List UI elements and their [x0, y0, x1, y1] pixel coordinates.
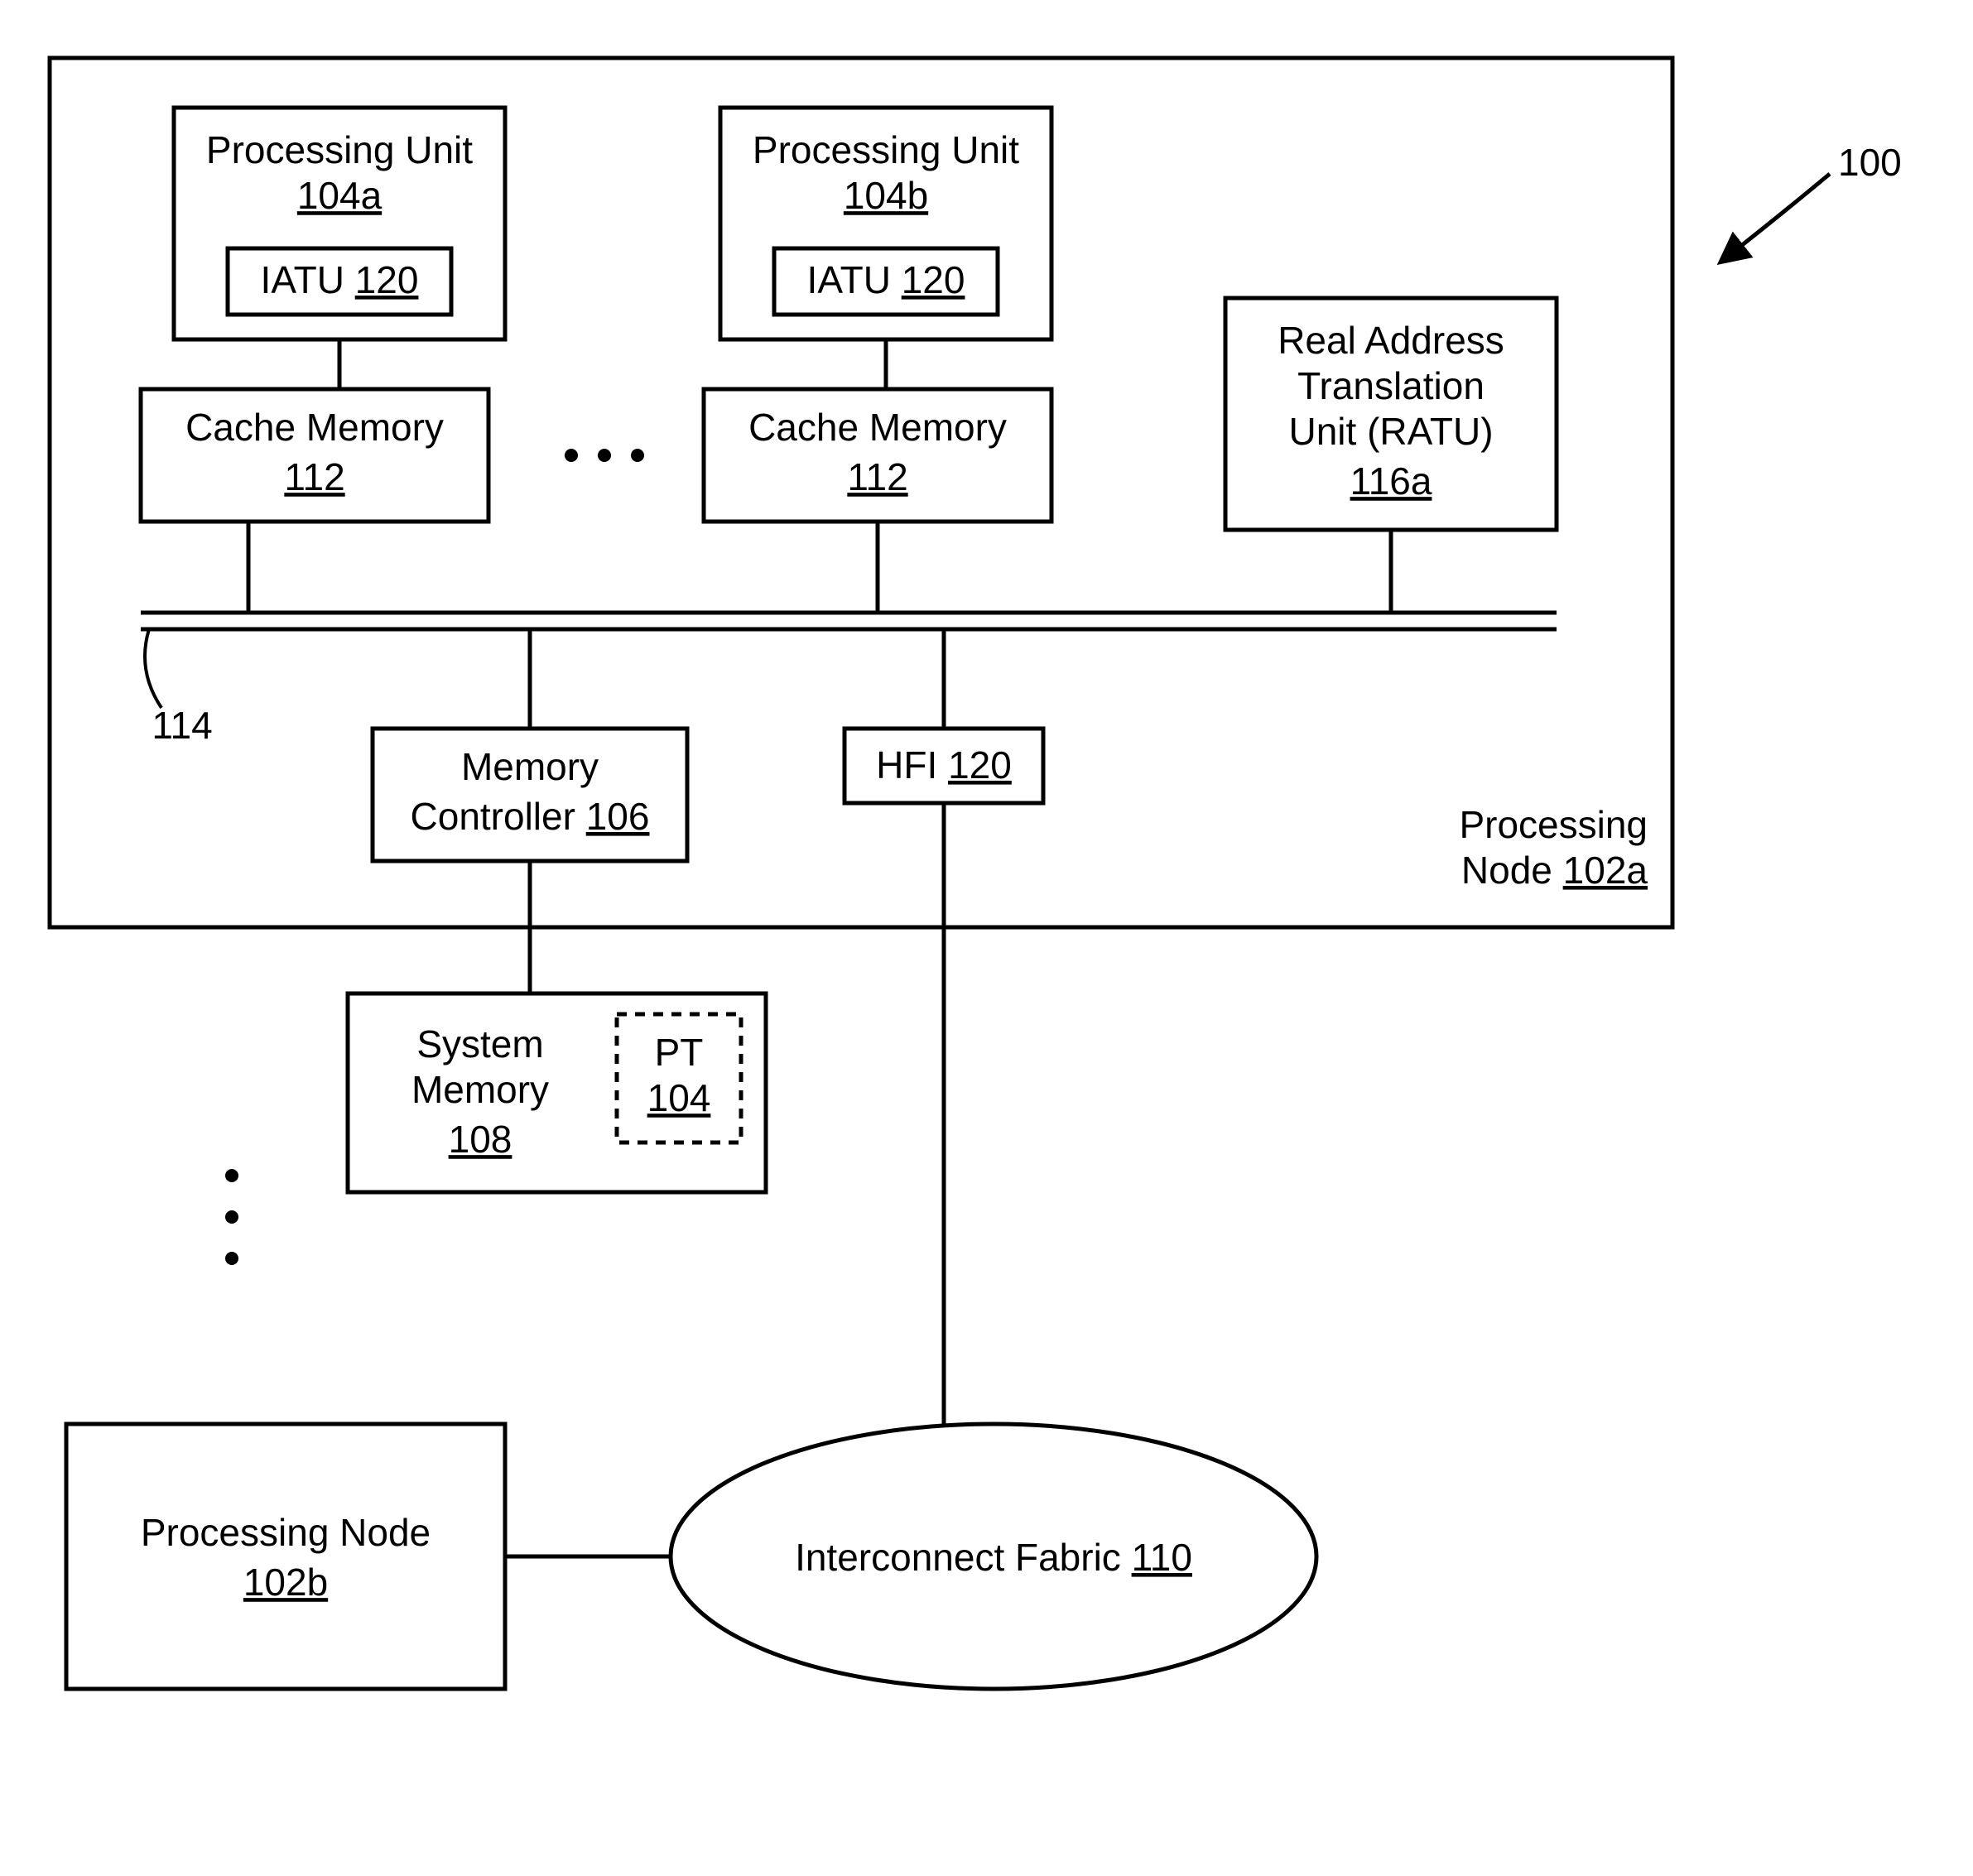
ratu-line2: Translation	[1297, 364, 1485, 407]
node-102a-ref: 102a	[1563, 849, 1648, 892]
svg-text:HFI 120: HFI 120	[876, 743, 1012, 786]
cache-a-ref: 112	[284, 455, 344, 498]
callout-114-label: 114	[152, 704, 212, 747]
pu-a-title: Processing Unit	[206, 128, 473, 171]
svg-text:Controller 106: Controller 106	[411, 795, 650, 838]
ratu-ref: 116a	[1350, 459, 1432, 503]
pu-b-iatu-ref: 120	[902, 258, 965, 301]
node-102a-label-2: Node	[1461, 849, 1563, 892]
pt-label: PT	[655, 1031, 704, 1074]
cache-b-title: Cache Memory	[748, 406, 1007, 449]
hfi-ref: 120	[948, 743, 1012, 786]
callout-100-label: 100	[1838, 141, 1902, 184]
pu-a-iatu-ref: 120	[355, 258, 419, 301]
node-102b-box	[66, 1424, 505, 1689]
ellipsis-vertical	[225, 1169, 238, 1265]
cache-b-ref: 112	[847, 455, 907, 498]
mem-ctrl-ref: 106	[586, 795, 650, 838]
node-102b-title: Processing Node	[141, 1511, 431, 1554]
fabric-ref: 110	[1132, 1536, 1192, 1579]
sys-mem-line2: Memory	[411, 1068, 549, 1111]
svg-text:Node 102a: Node 102a	[1461, 849, 1648, 892]
pu-b-ref: 104b	[844, 174, 928, 217]
mem-ctrl-line2: Controller	[411, 795, 586, 838]
pu-b-title: Processing Unit	[753, 128, 1019, 171]
mem-ctrl-line1: Memory	[461, 745, 599, 788]
node-102b-ref: 102b	[243, 1561, 328, 1604]
pt-ref: 104	[647, 1076, 711, 1119]
pu-a-iatu-label: IATU	[261, 258, 355, 301]
svg-text:Interconnect Fabric 110: Interconnect Fabric 110	[795, 1536, 1192, 1579]
sys-mem-line1: System	[416, 1022, 543, 1065]
pu-a-ref: 104a	[297, 174, 383, 217]
ratu-line1: Real Address	[1278, 319, 1504, 362]
svg-text:IATU 120: IATU 120	[261, 258, 419, 301]
ratu-line3: Unit (RATU)	[1288, 410, 1493, 453]
svg-text:IATU 120: IATU 120	[807, 258, 965, 301]
sys-mem-ref: 108	[449, 1118, 512, 1161]
callout-100-arrow	[1722, 174, 1830, 261]
hfi-label: HFI	[876, 743, 948, 786]
cache-a-title: Cache Memory	[185, 406, 444, 449]
fabric-label: Interconnect Fabric	[795, 1536, 1132, 1579]
pu-b-iatu-label: IATU	[807, 258, 902, 301]
node-102a-label-1: Processing	[1459, 803, 1648, 846]
